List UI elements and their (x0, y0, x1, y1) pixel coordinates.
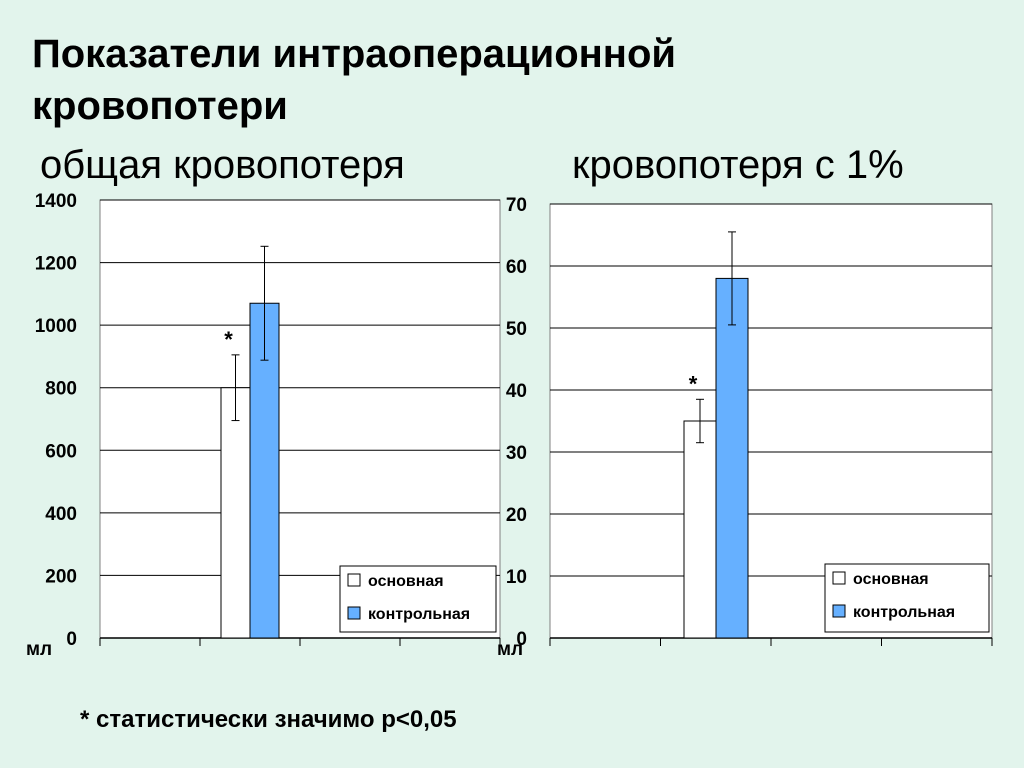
legend-swatch (832, 604, 846, 618)
y-tick-label: 70 (506, 195, 527, 216)
y-tick-label: 60 (506, 257, 527, 278)
significance-marker: * (689, 371, 698, 396)
y-tick-label: 20 (506, 505, 527, 526)
y-tick-label: 50 (506, 319, 527, 340)
legend-swatch (347, 573, 361, 587)
bar-control (715, 277, 749, 639)
y-tick-label: 1000 (35, 316, 77, 337)
page-title: Показатели интраоперационной кровопотери (32, 32, 676, 128)
y-tick-label: 0 (516, 629, 527, 650)
plot-area (99, 199, 501, 639)
legend-label: основная (853, 571, 929, 588)
y-tick-label: 600 (45, 441, 77, 462)
y-tick-label: 400 (45, 504, 77, 525)
legend-box (824, 563, 990, 633)
y-tick-label: 1400 (35, 191, 77, 212)
legend-swatch (347, 606, 361, 620)
footnote: * статистически значимо р<0,05 (80, 706, 457, 733)
y-tick-label: 0 (66, 629, 77, 650)
legend-label: контрольная (368, 606, 470, 623)
legend-label: контрольная (853, 604, 955, 621)
y-tick-label: 30 (506, 443, 527, 464)
y-tick-label: 1200 (35, 254, 77, 275)
y-tick-label: 200 (45, 566, 77, 587)
y-axis-label: мл (497, 639, 523, 660)
bar-main (683, 420, 717, 639)
significance-marker: * (224, 327, 233, 352)
chart-left-title: общая кровопотеря (40, 143, 405, 187)
chart-right-title: кровопотеря с 1% (572, 143, 904, 187)
legend-label: основная (368, 573, 444, 590)
y-axis-label: мл (26, 639, 52, 660)
y-tick-label: 10 (506, 567, 527, 588)
legend-swatch (832, 571, 846, 585)
y-tick-label: 800 (45, 379, 77, 400)
y-tick-label: 40 (506, 381, 527, 402)
legend-box (339, 565, 497, 633)
